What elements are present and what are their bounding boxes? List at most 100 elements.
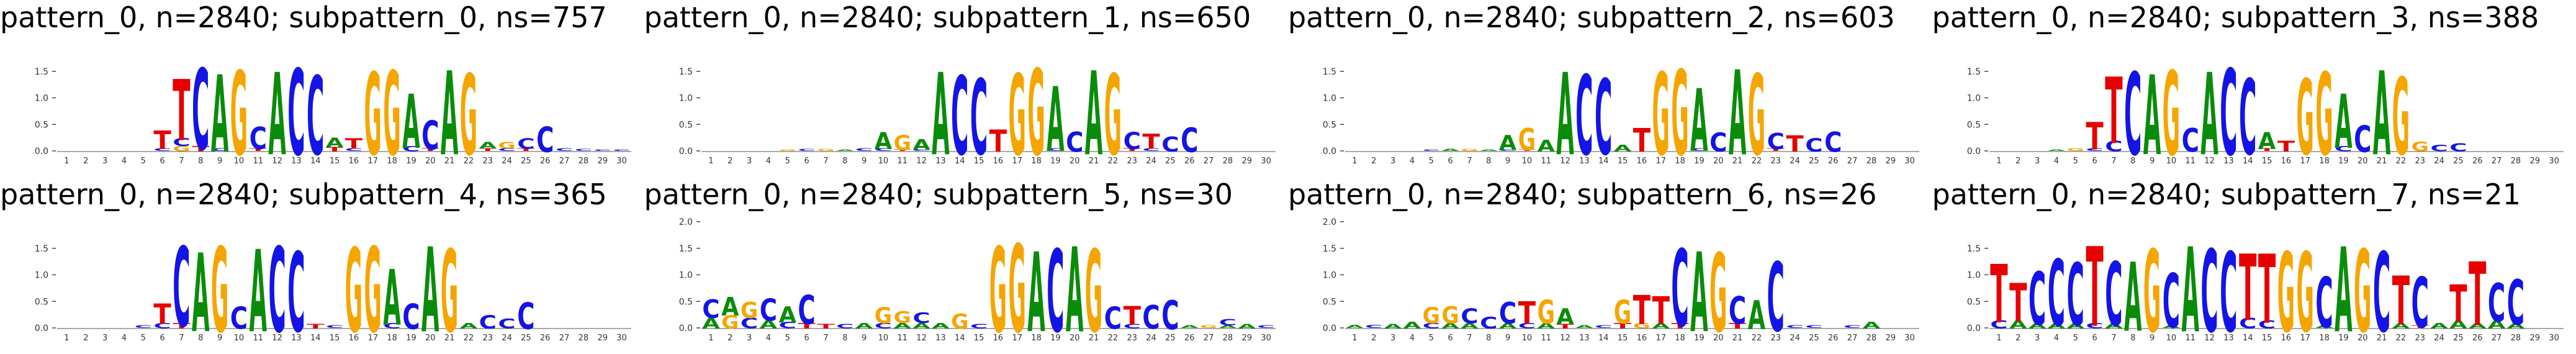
letter-glyph: T <box>2239 237 2256 342</box>
x-tick-label: 7 <box>179 334 184 343</box>
letter-glyph: T <box>1990 249 2007 342</box>
letter-glyph: C <box>1181 121 1198 160</box>
logo-letter-A: A <box>460 321 478 330</box>
x-tick-label: 26 <box>1828 157 1839 166</box>
letter-glyph: A <box>1084 48 1102 177</box>
letter-glyph: C <box>1805 135 1822 156</box>
letter-glyph: G <box>989 223 1006 354</box>
letter-glyph: G <box>1084 226 1102 354</box>
letter-glyph: A <box>1461 321 1479 330</box>
x-tick-label: 13 <box>2223 334 2234 343</box>
letter-glyph: G <box>778 149 796 152</box>
x-tick-label: 13 <box>291 334 302 343</box>
panel-title: pattern_0, n=2840; subpattern_3, ns=388 <box>1932 1 2539 34</box>
letter-glyph: C <box>1142 299 1160 337</box>
logo-letter-C: C <box>2028 257 2045 342</box>
logo-letter-T: T <box>2469 245 2486 347</box>
logo-letter-C: C <box>2411 263 2428 344</box>
logo-letter-A: A <box>2200 49 2218 177</box>
letter-glyph: C <box>536 120 554 161</box>
letter-glyph: G <box>893 132 911 155</box>
x-tick-label: 21 <box>1732 157 1743 166</box>
logo-letter-G: G <box>2296 230 2313 354</box>
logo-letter-C: C <box>1161 293 1179 339</box>
x-tick-label: 28 <box>1867 157 1877 166</box>
logo-letter-C: C <box>759 293 777 329</box>
x-tick-label: 2 <box>2015 157 2020 166</box>
x-tick-label: 29 <box>1241 157 1252 166</box>
letter-glyph: T <box>989 124 1007 159</box>
letter-glyph: A <box>1690 71 1708 171</box>
logo-letter-C: C <box>1104 301 1121 336</box>
logo-letter-A: A <box>1614 143 1632 153</box>
x-tick-label: 26 <box>1828 334 1839 343</box>
logo-letter-C: C <box>2315 263 2333 344</box>
letter-glyph: G <box>740 297 757 324</box>
x-tick-label: 16 <box>349 157 359 166</box>
x-tick-label: 3 <box>102 334 107 343</box>
logo-letter-A: A <box>211 55 228 177</box>
x-tick-label: 19 <box>406 157 417 166</box>
letter-glyph: T <box>2392 263 2409 342</box>
logo-letter-A: A <box>2143 53 2160 177</box>
x-tick-label: 16 <box>1637 157 1647 166</box>
x-tick-label: 27 <box>2491 157 2502 166</box>
x-tick-label: 10 <box>2166 334 2176 343</box>
logo-letter-A: A <box>2335 223 2352 354</box>
logo-letter-A: A <box>2124 243 2141 353</box>
x-tick-label: 15 <box>2261 334 2272 343</box>
letter-glyph: C <box>1805 325 1822 329</box>
logo-letter-A: A <box>2105 321 2123 330</box>
x-tick-label: 6 <box>804 334 809 343</box>
logo-letter-T: T <box>2105 60 2122 165</box>
letter-glyph: C <box>1257 325 1274 329</box>
x-tick-label: 19 <box>2338 334 2349 343</box>
logo-plot: 0.00.51.01.51 2 3 4 5 6 7 8 9 10 11 12 13 14 15 16 17 18 1… <box>35 46 631 177</box>
letter-glyph: A <box>1346 324 1364 329</box>
logo-letter-A: A <box>1441 148 1459 152</box>
x-tick-label: 29 <box>597 334 608 343</box>
letter-glyph: T <box>1786 131 1804 157</box>
letter-glyph: A <box>268 49 286 177</box>
x-tick-label: 14 <box>2242 157 2253 166</box>
logo-letter-T: T <box>153 298 171 330</box>
letter-glyph: A <box>893 321 911 330</box>
logo-letter-C: C <box>2220 230 2237 354</box>
x-tick-label: 15 <box>2261 157 2272 166</box>
letter-glyph: A <box>2487 318 2505 330</box>
letter-glyph: G <box>1199 325 1217 329</box>
logo-letter-A: A <box>479 140 497 150</box>
logo-letter-C: C <box>326 325 343 329</box>
x-tick-label: 6 <box>160 157 164 166</box>
letter-glyph: G <box>441 226 458 354</box>
y-tick-label: 1.5 <box>678 67 692 77</box>
letter-glyph: G <box>2066 148 2084 152</box>
letter-glyph: G <box>2411 140 2428 155</box>
letter-glyph: C <box>1595 325 1612 329</box>
letter-glyph: A <box>2430 321 2448 330</box>
letter-glyph: A <box>1575 325 1593 329</box>
logo-letter-G: G <box>345 225 363 354</box>
x-tick-label: 23 <box>482 157 493 166</box>
panel-title: pattern_0, n=2840; subpattern_7, ns=21 <box>1932 178 2521 211</box>
logo-letter-C: C <box>2449 141 2467 153</box>
letter-glyph: C <box>1047 148 1064 152</box>
x-tick-label: 21 <box>2376 157 2387 166</box>
x-tick-label: 15 <box>1618 157 1628 166</box>
logo-plot: 0.00.51.01.51 2 3 4 5 6 7 8 9 10 11 12 13 14 15 16 17 18 1… <box>1966 223 2564 354</box>
x-tick-label: 27 <box>2491 334 2502 343</box>
letter-glyph: C <box>402 144 420 153</box>
x-tick-label: 2 <box>2015 334 2020 343</box>
x-tick-label: 1 <box>1996 157 2001 166</box>
x-tick-label: 28 <box>1222 334 1233 343</box>
letter-glyph: T <box>1633 288 1651 334</box>
x-tick-label: 17 <box>1012 334 1022 343</box>
x-tick-label: 29 <box>1241 334 1252 343</box>
x-tick-label: 7 <box>1467 157 1472 166</box>
logo-letter-C: C <box>575 148 592 152</box>
x-tick-label: 3 <box>746 157 751 166</box>
letter-glyph: G <box>1538 294 1555 332</box>
logo-letter-C: C <box>912 310 930 327</box>
logo-letter-T: T <box>173 63 191 161</box>
x-tick-label: 18 <box>1031 334 1042 343</box>
